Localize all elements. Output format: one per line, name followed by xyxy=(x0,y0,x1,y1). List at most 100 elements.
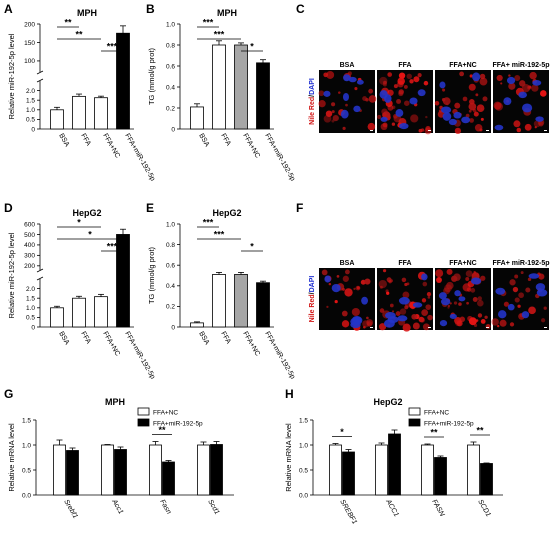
lipid-droplet xyxy=(386,291,390,295)
lipid-droplet xyxy=(503,301,509,307)
bar-fasn-ffa-nc xyxy=(149,444,162,496)
nucleus xyxy=(535,116,544,122)
y-axis-label: Relative mRNA level xyxy=(284,423,293,492)
y-tick-label: 0.2 xyxy=(166,105,175,112)
lipid-droplet xyxy=(347,71,352,76)
lipid-droplet xyxy=(459,71,465,77)
lipid-droplet xyxy=(469,99,475,105)
lipid-droplet xyxy=(353,287,356,290)
significance-label: *** xyxy=(214,30,225,40)
lipid-droplet xyxy=(421,298,427,303)
lipid-droplet xyxy=(472,296,478,302)
micrograph-ffa xyxy=(377,70,433,135)
lipid-droplet xyxy=(421,309,429,316)
nucleus xyxy=(399,122,409,130)
significance-label: *** xyxy=(107,242,118,252)
nucleus xyxy=(458,296,466,302)
bar-ffa-mir-192-5p xyxy=(116,32,130,130)
chart-title: MPH xyxy=(105,397,125,407)
bar-bsa xyxy=(190,322,204,328)
y-tick-label: 0 xyxy=(31,126,35,133)
y-tick-label: 500 xyxy=(24,232,35,239)
nucleus xyxy=(417,89,426,97)
bar-ffa xyxy=(212,274,226,328)
lipid-droplet xyxy=(334,299,338,304)
side-label-part: Nile Red xyxy=(309,97,316,125)
lipid-droplet xyxy=(447,304,451,308)
lipid-droplet xyxy=(377,114,382,119)
micrograph-ffa-mir-192-5p xyxy=(493,70,549,133)
category-label: FFA+NC xyxy=(101,133,121,160)
lipid-droplet xyxy=(543,306,547,310)
micrograph-side-label: Nile Red/DAPI xyxy=(309,276,316,323)
nucleus xyxy=(497,310,507,319)
bar-ffa xyxy=(212,44,226,130)
category-label: FFA+miR-192-5p xyxy=(263,331,296,381)
lipid-droplet xyxy=(509,279,516,286)
significance-label: *** xyxy=(107,42,118,52)
lipid-droplet xyxy=(508,82,516,90)
bar-acc1-ffa-nc xyxy=(375,444,388,496)
y-tick-label: 2.0 xyxy=(26,286,35,293)
category-label: BSA xyxy=(57,133,70,149)
lipid-droplet xyxy=(419,317,425,323)
micrograph-panel-c: BSA FFA FFA+NC FFA+ miR-192-5p Nile Red/DAPI xyxy=(309,62,550,135)
lipid-droplet xyxy=(411,313,418,320)
legend-swatch-ffa-nc xyxy=(137,407,150,416)
category-label: FFA+NC xyxy=(241,331,261,358)
y-axis-label: Relative mRNA level xyxy=(7,423,16,492)
lipid-droplet xyxy=(442,88,446,92)
bar-scd1-ffa-nc xyxy=(197,444,210,496)
y-tick-label: 100 xyxy=(24,58,35,65)
lipid-droplet xyxy=(366,321,373,327)
lipid-droplet xyxy=(514,75,521,81)
y-tick-label: 1.0 xyxy=(166,21,175,28)
panel-label-a: A xyxy=(4,2,13,16)
lipid-droplet xyxy=(485,323,491,329)
lipid-droplet xyxy=(422,323,430,331)
significance-label: * xyxy=(77,218,81,228)
micrograph-column-label: BSA xyxy=(340,260,355,267)
nucleus xyxy=(438,292,447,300)
lipid-droplet xyxy=(477,296,482,301)
lipid-droplet xyxy=(344,269,350,275)
nucleus xyxy=(470,277,482,285)
lipid-droplet xyxy=(354,87,358,91)
nucleus xyxy=(449,313,457,319)
lipid-droplet xyxy=(417,73,422,78)
lipid-droplet xyxy=(453,273,461,281)
lipid-droplet xyxy=(401,277,407,283)
panel-label-g: G xyxy=(4,387,13,401)
lipid-droplet xyxy=(389,303,394,308)
nucleus xyxy=(343,74,351,82)
category-label: BSA xyxy=(197,331,210,347)
lipid-droplet xyxy=(331,110,335,114)
bar-acc1-ffa-mir192 xyxy=(114,449,127,496)
lipid-droplet xyxy=(403,84,408,89)
lipid-droplet xyxy=(412,322,420,330)
legend-label: FFA+miR-192-5p xyxy=(153,421,203,428)
micrograph-ffa-mir-192-5p xyxy=(491,268,549,330)
lipid-droplet xyxy=(465,277,470,282)
lipid-droplet xyxy=(473,111,479,117)
nucleus xyxy=(412,302,423,308)
chart-title: HepG2 xyxy=(373,397,402,407)
chart-a-mph-mir192-level: 0 0.5 1.0 1.5 2.0 100 150 200 BSA FFA FFA+NC FFA+mi… xyxy=(7,8,156,182)
panel-label-e: E xyxy=(146,201,154,215)
lipid-droplet xyxy=(527,277,532,282)
lipid-droplet xyxy=(479,77,488,86)
y-axis-label: TG (mmol/g prot) xyxy=(147,246,156,304)
y-tick-label: 0.5 xyxy=(299,467,308,474)
lipid-droplet xyxy=(480,117,484,121)
lipid-droplet xyxy=(338,91,341,94)
bar-fasn-ffa-mir192 xyxy=(434,457,447,496)
lipid-droplet xyxy=(531,84,539,92)
bar-scd1-ffa-mir192 xyxy=(210,444,223,496)
axis-break-mark xyxy=(36,70,44,75)
lipid-droplet xyxy=(427,314,433,321)
panel-label-b: B xyxy=(146,2,155,16)
lipid-droplet xyxy=(406,73,412,80)
category-label: Fasn xyxy=(158,499,172,516)
lipid-droplet xyxy=(436,277,442,283)
lipid-droplet xyxy=(331,102,336,107)
